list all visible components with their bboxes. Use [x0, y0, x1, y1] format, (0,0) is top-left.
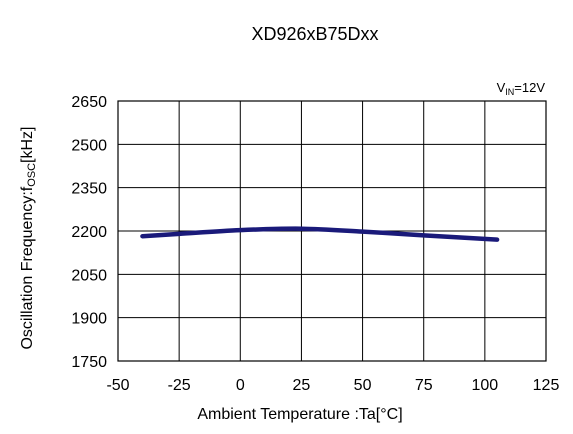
y-tick-label: 1900 [71, 311, 107, 328]
x-tick-label: -25 [168, 377, 191, 394]
series-line [140, 226, 500, 242]
condition-main: V [497, 80, 506, 95]
y-tick-label: 2350 [71, 181, 107, 198]
x-tick-label: -50 [106, 377, 129, 394]
x-tick-label: 125 [533, 377, 560, 394]
series-layer [140, 226, 500, 242]
y-tick-label: 2650 [71, 94, 107, 111]
x-tick-label: 75 [415, 377, 433, 394]
x-tick-label: 50 [354, 377, 372, 394]
condition-sub: IN [505, 87, 514, 97]
condition-label: VIN=12V [497, 80, 546, 97]
x-tick-label: 25 [293, 377, 311, 394]
x-tick-label: 100 [472, 377, 499, 394]
y-label-rest: [kHz] [19, 126, 36, 162]
y-tick-label: 1750 [71, 354, 107, 371]
y-tick-label: 2500 [71, 137, 107, 154]
y-axis-label: Oscillation Frequency:fOSC[kHz] [19, 126, 38, 349]
plot-frame [117, 100, 547, 362]
y-tick-label: 2050 [71, 267, 107, 284]
y-label-sub: OSC [26, 163, 38, 187]
y-tick-label: 2200 [71, 224, 107, 241]
x-tick-label: 0 [236, 377, 245, 394]
chart-title: XD926xB75Dxx [251, 24, 378, 44]
condition-rest: =12V [514, 80, 545, 95]
tick-labels: -50 -25 0 25 50 75 100 125 1750 1900 2050 2200 2350 2… [71, 94, 559, 394]
y-label-main: Oscillation Frequency:f [19, 186, 36, 349]
x-axis-label: Ambient Temperature :Ta[°C] [197, 406, 402, 423]
